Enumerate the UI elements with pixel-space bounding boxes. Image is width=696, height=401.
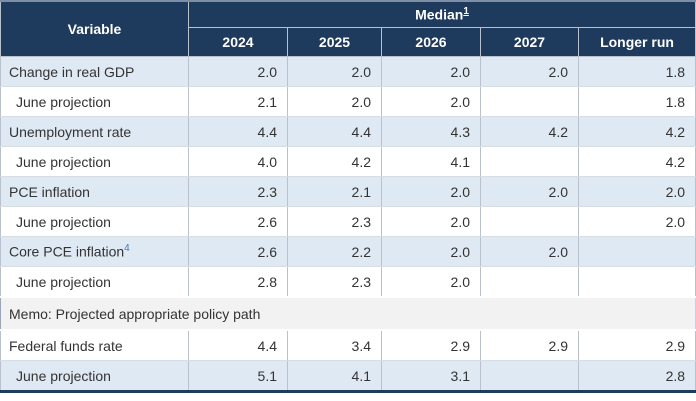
row-real-gdp-june-projection: June projection 2.1 2.0 2.0 1.8	[0, 86, 696, 117]
cell-value: 1.8	[577, 56, 696, 87]
cell-value: 4.3	[381, 116, 481, 147]
memo-label: Memo: Projected appropriate policy path	[0, 296, 696, 331]
cell-value: 2.0	[381, 56, 481, 87]
cell-value: 2.9	[381, 329, 481, 361]
cell-value: 3.4	[287, 329, 382, 361]
cell-value	[577, 266, 696, 298]
cell-value: 1.8	[577, 86, 696, 117]
median-header-row: Variable Median1	[0, 0, 696, 57]
row-federal-funds-rate: Federal funds rate 4.4 3.4 2.9 2.9 2.9	[0, 329, 696, 361]
row-label: PCE inflation	[0, 176, 189, 207]
row-core-pce-inflation: Core PCE inflation4 2.6 2.2 2.0 2.0	[0, 236, 696, 267]
cell-value: 2.9	[480, 329, 579, 361]
row-label: Core PCE inflation4	[0, 236, 189, 267]
row-real-gdp: Change in real GDP 2.0 2.0 2.0 2.0 1.8	[0, 56, 696, 87]
row-label: June projection	[0, 206, 189, 237]
cell-value: 2.0	[287, 56, 382, 87]
cell-value: 2.3	[287, 266, 382, 298]
cell-value	[480, 86, 579, 117]
median-label: Median	[415, 6, 464, 23]
row-pce-inflation: PCE inflation 2.3 2.1 2.0 2.0 2.0	[0, 176, 696, 207]
cell-value: 2.0	[381, 176, 481, 207]
cell-value: 2.0	[480, 236, 579, 267]
cell-value: 2.2	[287, 236, 382, 267]
cell-value	[480, 206, 579, 237]
row-core-pce-june-projection: June projection 2.8 2.3 2.0	[0, 266, 696, 298]
cell-value: 2.1	[287, 176, 382, 207]
cell-value: 2.0	[381, 86, 481, 117]
row-label: Federal funds rate	[0, 329, 189, 361]
cell-value	[480, 146, 579, 177]
cell-value: 2.0	[381, 236, 481, 267]
column-header-2025: 2025	[287, 27, 382, 57]
cell-value: 2.0	[381, 266, 481, 298]
cell-value: 5.1	[188, 360, 288, 392]
column-header-2026: 2026	[381, 27, 481, 57]
row-unemployment-rate: Unemployment rate 4.4 4.4 4.3 4.2 4.2	[0, 116, 696, 147]
row-label: June projection	[0, 86, 189, 117]
row-label: June projection	[0, 360, 189, 392]
year-header-row: 2024 2025 2026 2027 Longer run	[1, 27, 696, 57]
cell-value: 4.4	[188, 116, 288, 147]
row-memo-policy-path: Memo: Projected appropriate policy path	[0, 296, 696, 331]
cell-value: 2.6	[188, 236, 288, 267]
cell-value: 4.2	[480, 116, 579, 147]
footnote-1-link[interactable]: 1	[463, 6, 469, 18]
cell-value: 2.6	[188, 206, 288, 237]
cell-value: 4.2	[287, 146, 382, 177]
cell-value: 2.8	[188, 266, 288, 298]
row-label: June projection	[0, 266, 189, 298]
cell-value: 4.2	[577, 116, 696, 147]
cell-value: 4.1	[287, 360, 382, 392]
cell-value: 2.0	[577, 206, 696, 237]
cell-value: 4.2	[577, 146, 696, 177]
cell-value: 2.0	[287, 86, 382, 117]
column-header-2024: 2024	[188, 27, 288, 57]
cell-value: 2.9	[577, 329, 696, 361]
cell-value: 2.0	[577, 176, 696, 207]
cell-value: 2.3	[188, 176, 288, 207]
cell-value	[480, 360, 579, 392]
cell-value: 3.1	[381, 360, 481, 392]
column-header-2027: 2027	[480, 27, 579, 57]
cell-value: 2.0	[480, 56, 579, 87]
footnote-4-link[interactable]: 4	[124, 243, 130, 255]
row-ffr-june-projection: June projection 5.1 4.1 3.1 2.8	[0, 360, 696, 392]
column-header-variable: Variable	[0, 0, 189, 57]
cell-value: 4.4	[287, 116, 382, 147]
cell-value: 2.3	[287, 206, 382, 237]
cell-value	[480, 266, 579, 298]
cell-value: 2.1	[188, 86, 288, 117]
cell-value: 2.0	[188, 56, 288, 87]
cell-value: 2.0	[480, 176, 579, 207]
cell-value: 4.0	[188, 146, 288, 177]
column-header-longer-run: Longer run	[577, 27, 696, 57]
cell-value	[577, 236, 696, 267]
row-label: Change in real GDP	[0, 56, 189, 87]
row-label: Unemployment rate	[0, 116, 189, 147]
cell-value: 2.0	[381, 206, 481, 237]
row-pce-june-projection: June projection 2.6 2.3 2.0 2.0	[0, 206, 696, 237]
row-unemployment-june-projection: June projection 4.0 4.2 4.1 4.2	[0, 146, 696, 177]
cell-value: 4.4	[188, 329, 288, 361]
median-header: Median1	[187, 0, 696, 28]
cell-value: 2.8	[577, 360, 696, 392]
cell-value: 4.1	[381, 146, 481, 177]
row-label: June projection	[0, 146, 189, 177]
